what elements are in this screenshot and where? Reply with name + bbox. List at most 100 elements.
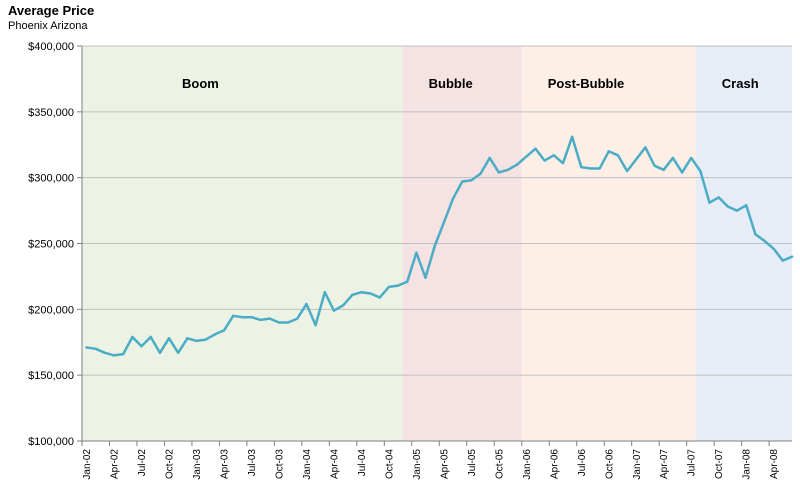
x-tick-label: Jan-08: [742, 449, 753, 480]
data-point: [112, 354, 116, 357]
data-point: [625, 169, 629, 173]
data-point: [570, 135, 574, 139]
data-point: [589, 167, 592, 170]
y-tick-label: $300,000: [28, 173, 74, 185]
x-tick-label: Apr-05: [439, 449, 450, 479]
data-point: [534, 147, 537, 150]
data-point: [286, 321, 290, 324]
series-line: [85, 135, 794, 357]
data-point: [149, 335, 152, 339]
x-tick-label: Apr-04: [329, 449, 340, 479]
y-tick-label: $200,000: [28, 304, 74, 316]
data-point: [332, 309, 336, 312]
x-tick-label: Apr-03: [220, 449, 231, 479]
y-tick-label: $250,000: [28, 239, 74, 251]
region-label-crash: Crash: [722, 76, 759, 91]
data-point: [341, 304, 345, 307]
x-tick-label: Jul-05: [467, 449, 478, 477]
data-point: [671, 156, 675, 160]
data-point: [708, 201, 711, 204]
x-tick-label: Apr-02: [110, 449, 121, 479]
data-point: [305, 302, 308, 306]
x-tick-label: Jan-06: [522, 449, 533, 480]
chart-title: Average Price: [8, 3, 95, 18]
data-point: [351, 293, 354, 297]
x-tick-label: Jul-02: [137, 449, 148, 477]
y-tick-label: $350,000: [28, 107, 74, 119]
series-layer: [85, 135, 794, 357]
x-tick-label: Jan-07: [632, 449, 643, 480]
x-tick-label: Oct-04: [384, 449, 395, 479]
data-point: [231, 314, 235, 318]
data-point: [561, 161, 565, 165]
data-point: [735, 209, 739, 212]
data-point: [460, 180, 464, 183]
region-label-post-bubble: Post-Bubble: [548, 76, 625, 91]
x-tick-label: Jan-03: [192, 449, 203, 480]
data-point: [396, 284, 400, 287]
data-point: [360, 291, 363, 294]
data-point: [772, 247, 775, 250]
data-point: [470, 179, 473, 182]
data-point: [424, 276, 427, 279]
x-tick-label: Apr-07: [659, 449, 670, 479]
data-point: [140, 345, 143, 348]
data-point: [699, 169, 702, 173]
data-point: [680, 171, 684, 174]
x-tick-label: Jan-02: [82, 449, 93, 480]
x-tick-label: Apr-08: [769, 449, 780, 479]
data-point: [158, 351, 162, 354]
data-point: [369, 292, 372, 295]
data-point: [717, 196, 720, 199]
data-point: [433, 244, 436, 248]
data-point: [195, 339, 198, 343]
data-point: [726, 205, 730, 208]
data-point: [122, 352, 125, 356]
data-point: [497, 171, 501, 174]
y-tick-label: $100,000: [28, 436, 74, 448]
data-point: [241, 316, 244, 319]
data-point: [506, 168, 510, 171]
x-tick-label: Oct-03: [274, 449, 285, 479]
data-point: [515, 163, 519, 166]
data-point: [387, 285, 391, 289]
data-point: [323, 291, 326, 294]
data-point: [754, 233, 757, 236]
data-point: [213, 333, 217, 336]
x-tick-label: Apr-06: [549, 449, 560, 479]
data-point: [167, 337, 171, 340]
data-point: [268, 317, 272, 320]
data-point: [616, 154, 620, 157]
x-tick-label: Oct-07: [714, 449, 725, 479]
data-point: [204, 338, 207, 341]
data-point: [259, 318, 262, 322]
axis-layer: $100,000 $150,000 $200,000 $250,000 $300,000…: [28, 41, 792, 480]
data-point: [635, 158, 638, 161]
x-tick-label: Oct-05: [494, 449, 505, 479]
data-point: [85, 346, 88, 349]
data-point: [442, 221, 446, 224]
data-point: [406, 280, 409, 283]
data-point: [296, 317, 299, 320]
data-point: [653, 164, 656, 168]
data-point: [131, 335, 134, 339]
data-point: [790, 255, 794, 258]
data-point: [543, 159, 546, 162]
x-tick-label: Oct-02: [165, 449, 176, 479]
data-point: [250, 316, 253, 319]
data-point: [479, 172, 482, 175]
data-point: [580, 165, 583, 169]
data-point: [552, 154, 556, 157]
data-point: [186, 337, 189, 340]
data-point: [598, 167, 601, 170]
data-point: [277, 321, 281, 324]
x-tick-label: Jul-07: [687, 449, 698, 477]
data-point: [451, 197, 455, 200]
data-point: [415, 251, 418, 254]
data-point: [662, 168, 665, 171]
data-point: [763, 239, 766, 243]
x-tick-label: Jul-03: [247, 449, 258, 477]
labels-layer: Boom Bubble Post-Bubble Crash: [182, 76, 759, 91]
data-point: [525, 155, 528, 158]
